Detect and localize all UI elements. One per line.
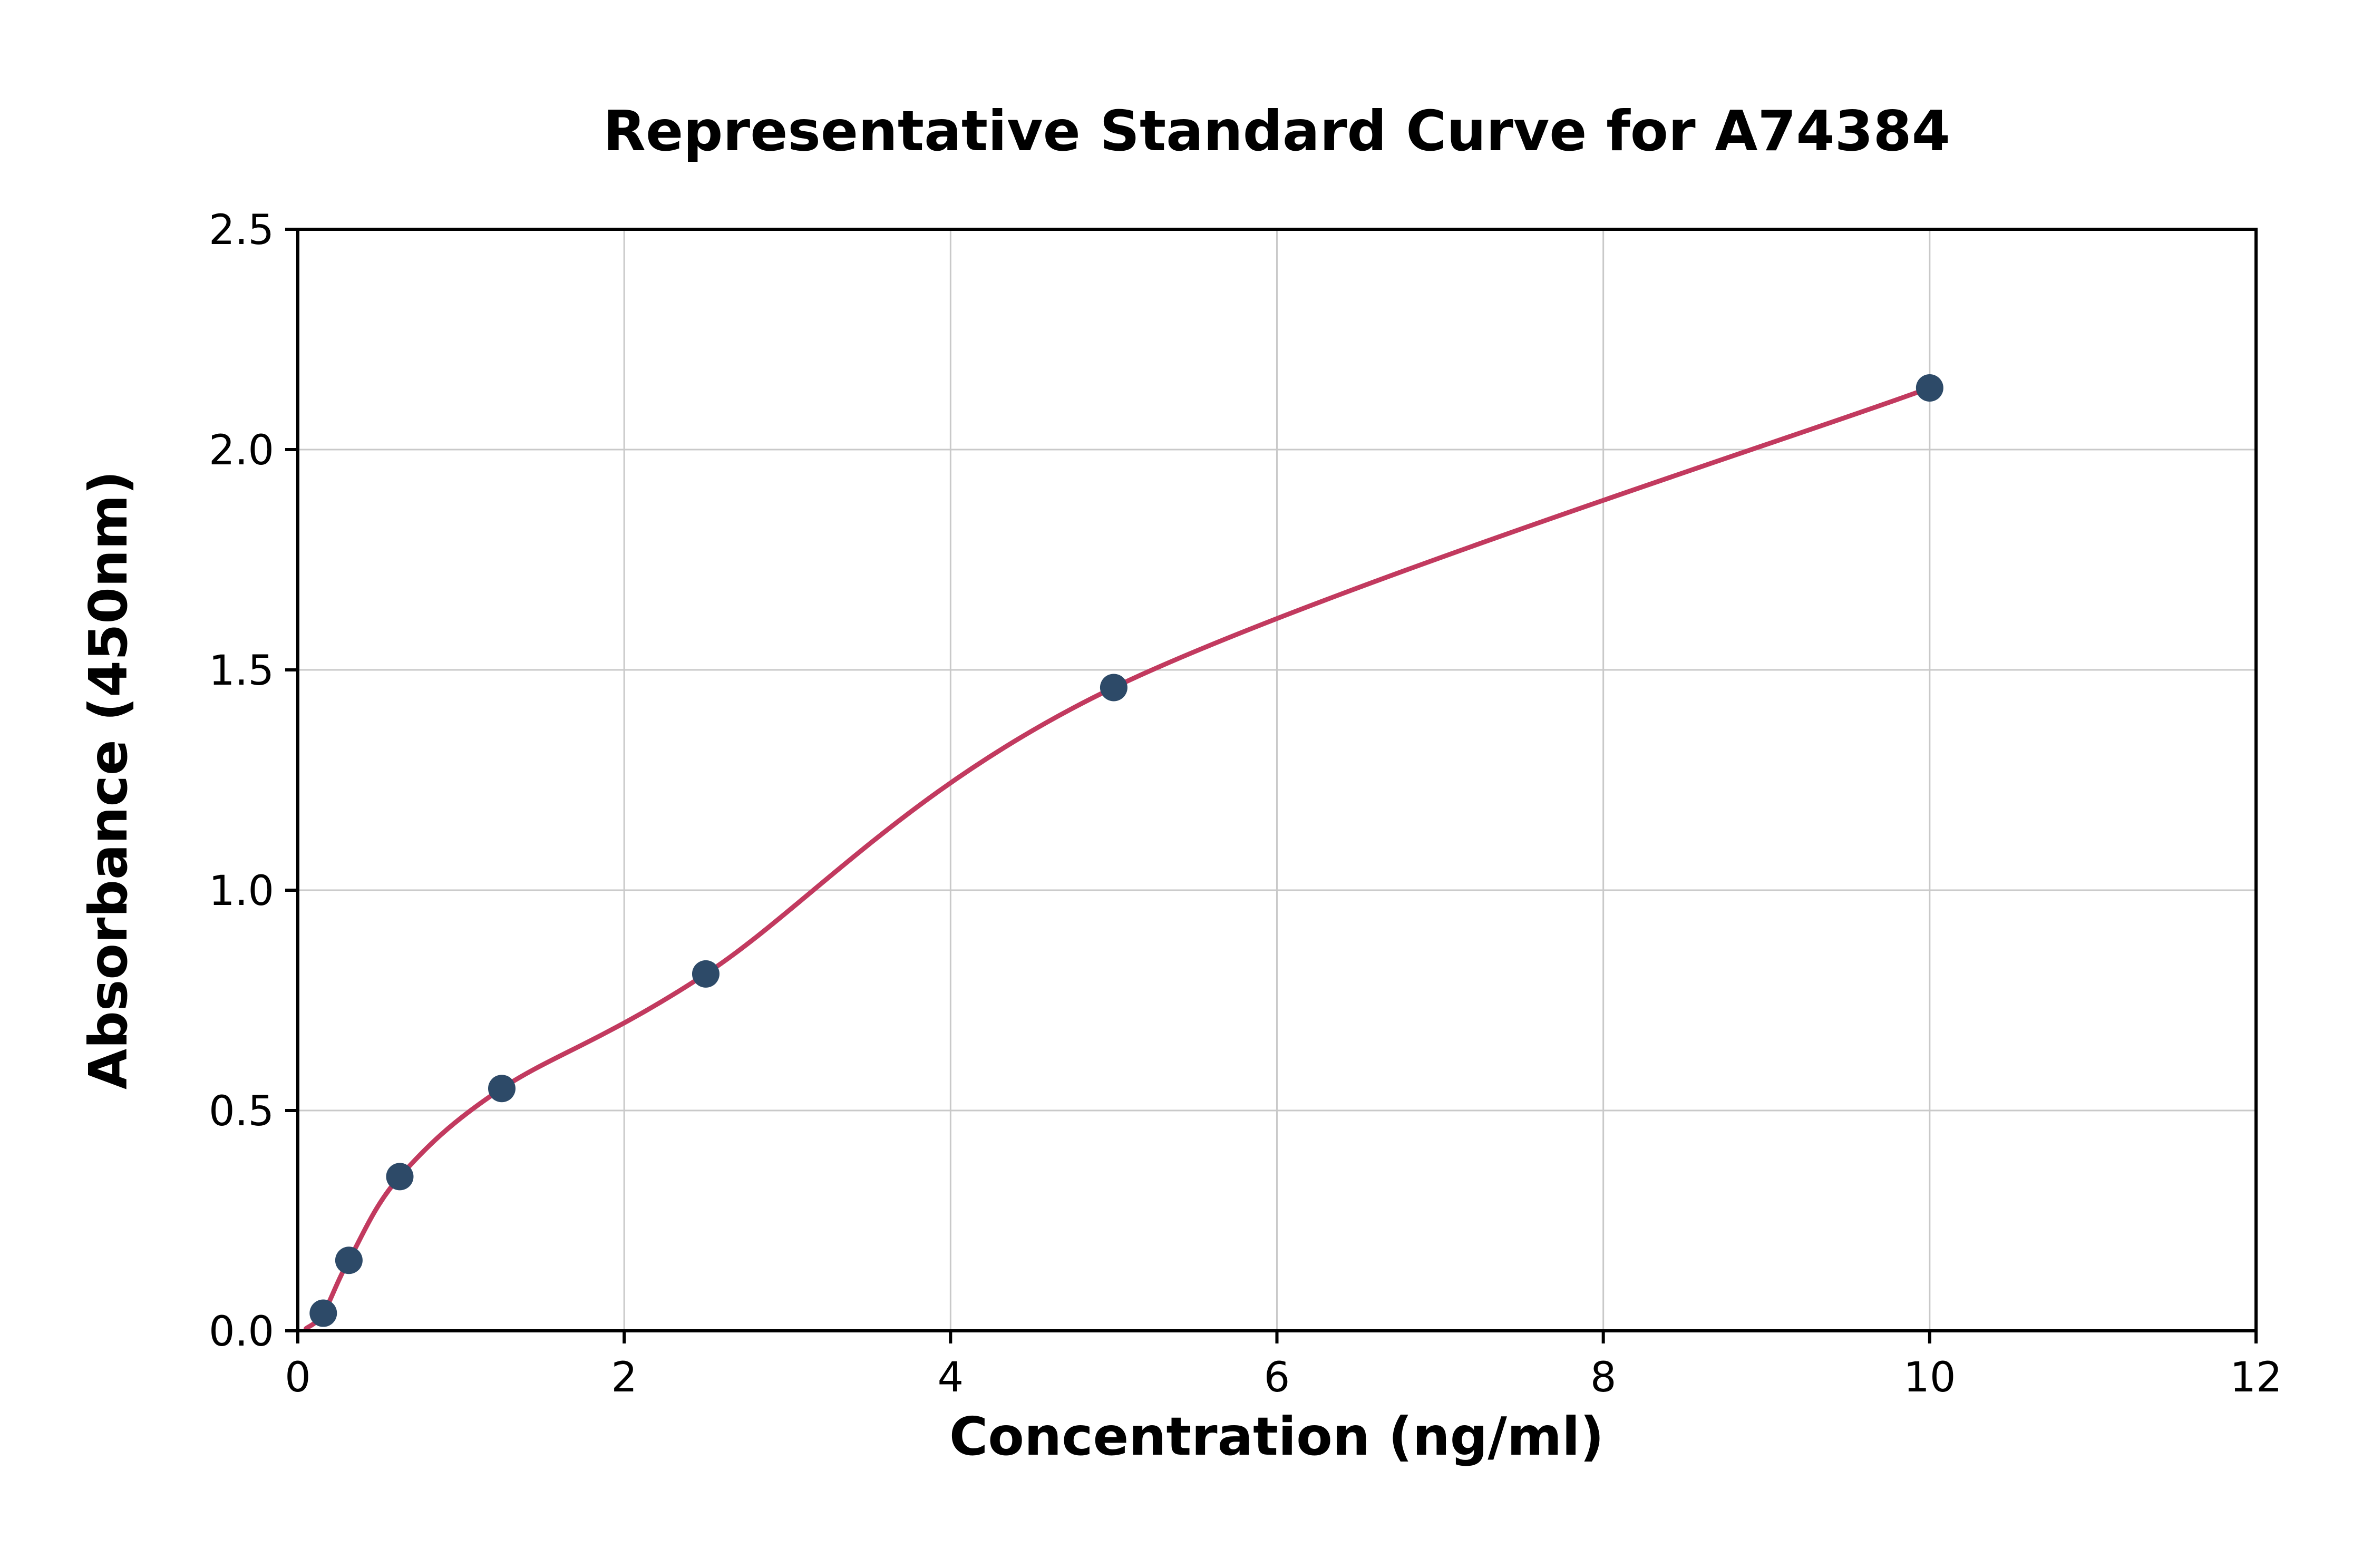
data-point [692, 960, 720, 988]
chart-title: Representative Standard Curve for A74384 [603, 99, 1950, 163]
x-tick-label: 4 [938, 1354, 964, 1401]
data-point [309, 1299, 337, 1327]
x-tick-label: 0 [285, 1354, 311, 1401]
x-tick-label: 8 [1590, 1354, 1617, 1401]
data-point [1100, 674, 1127, 702]
data-point [1916, 374, 1943, 402]
y-tick-label: 0.5 [209, 1088, 274, 1135]
fit-curve [303, 385, 1932, 1331]
x-axis-label: Concentration (ng/ml) [949, 1406, 1604, 1467]
y-tick-label: 2.5 [209, 207, 274, 254]
x-tick-label: 12 [2230, 1354, 2282, 1401]
y-tick-label: 1.5 [209, 647, 274, 695]
data-point [488, 1075, 516, 1103]
y-tick-label: 2.0 [209, 427, 274, 474]
plot-area: 0 2 4 6 8 10 12 0.0 0.5 1.0 1.5 2.0 2.5 [209, 207, 2282, 1401]
y-tick-label: 0.0 [209, 1308, 274, 1356]
x-tick-label: 6 [1264, 1354, 1290, 1401]
x-tick-label: 2 [611, 1354, 637, 1401]
x-tick-label: 10 [1903, 1354, 1956, 1401]
y-tick-label: 1.0 [209, 868, 274, 915]
y-axis-label: Absorbance (450nm) [77, 471, 139, 1089]
data-point [386, 1163, 414, 1191]
data-point [335, 1246, 363, 1274]
